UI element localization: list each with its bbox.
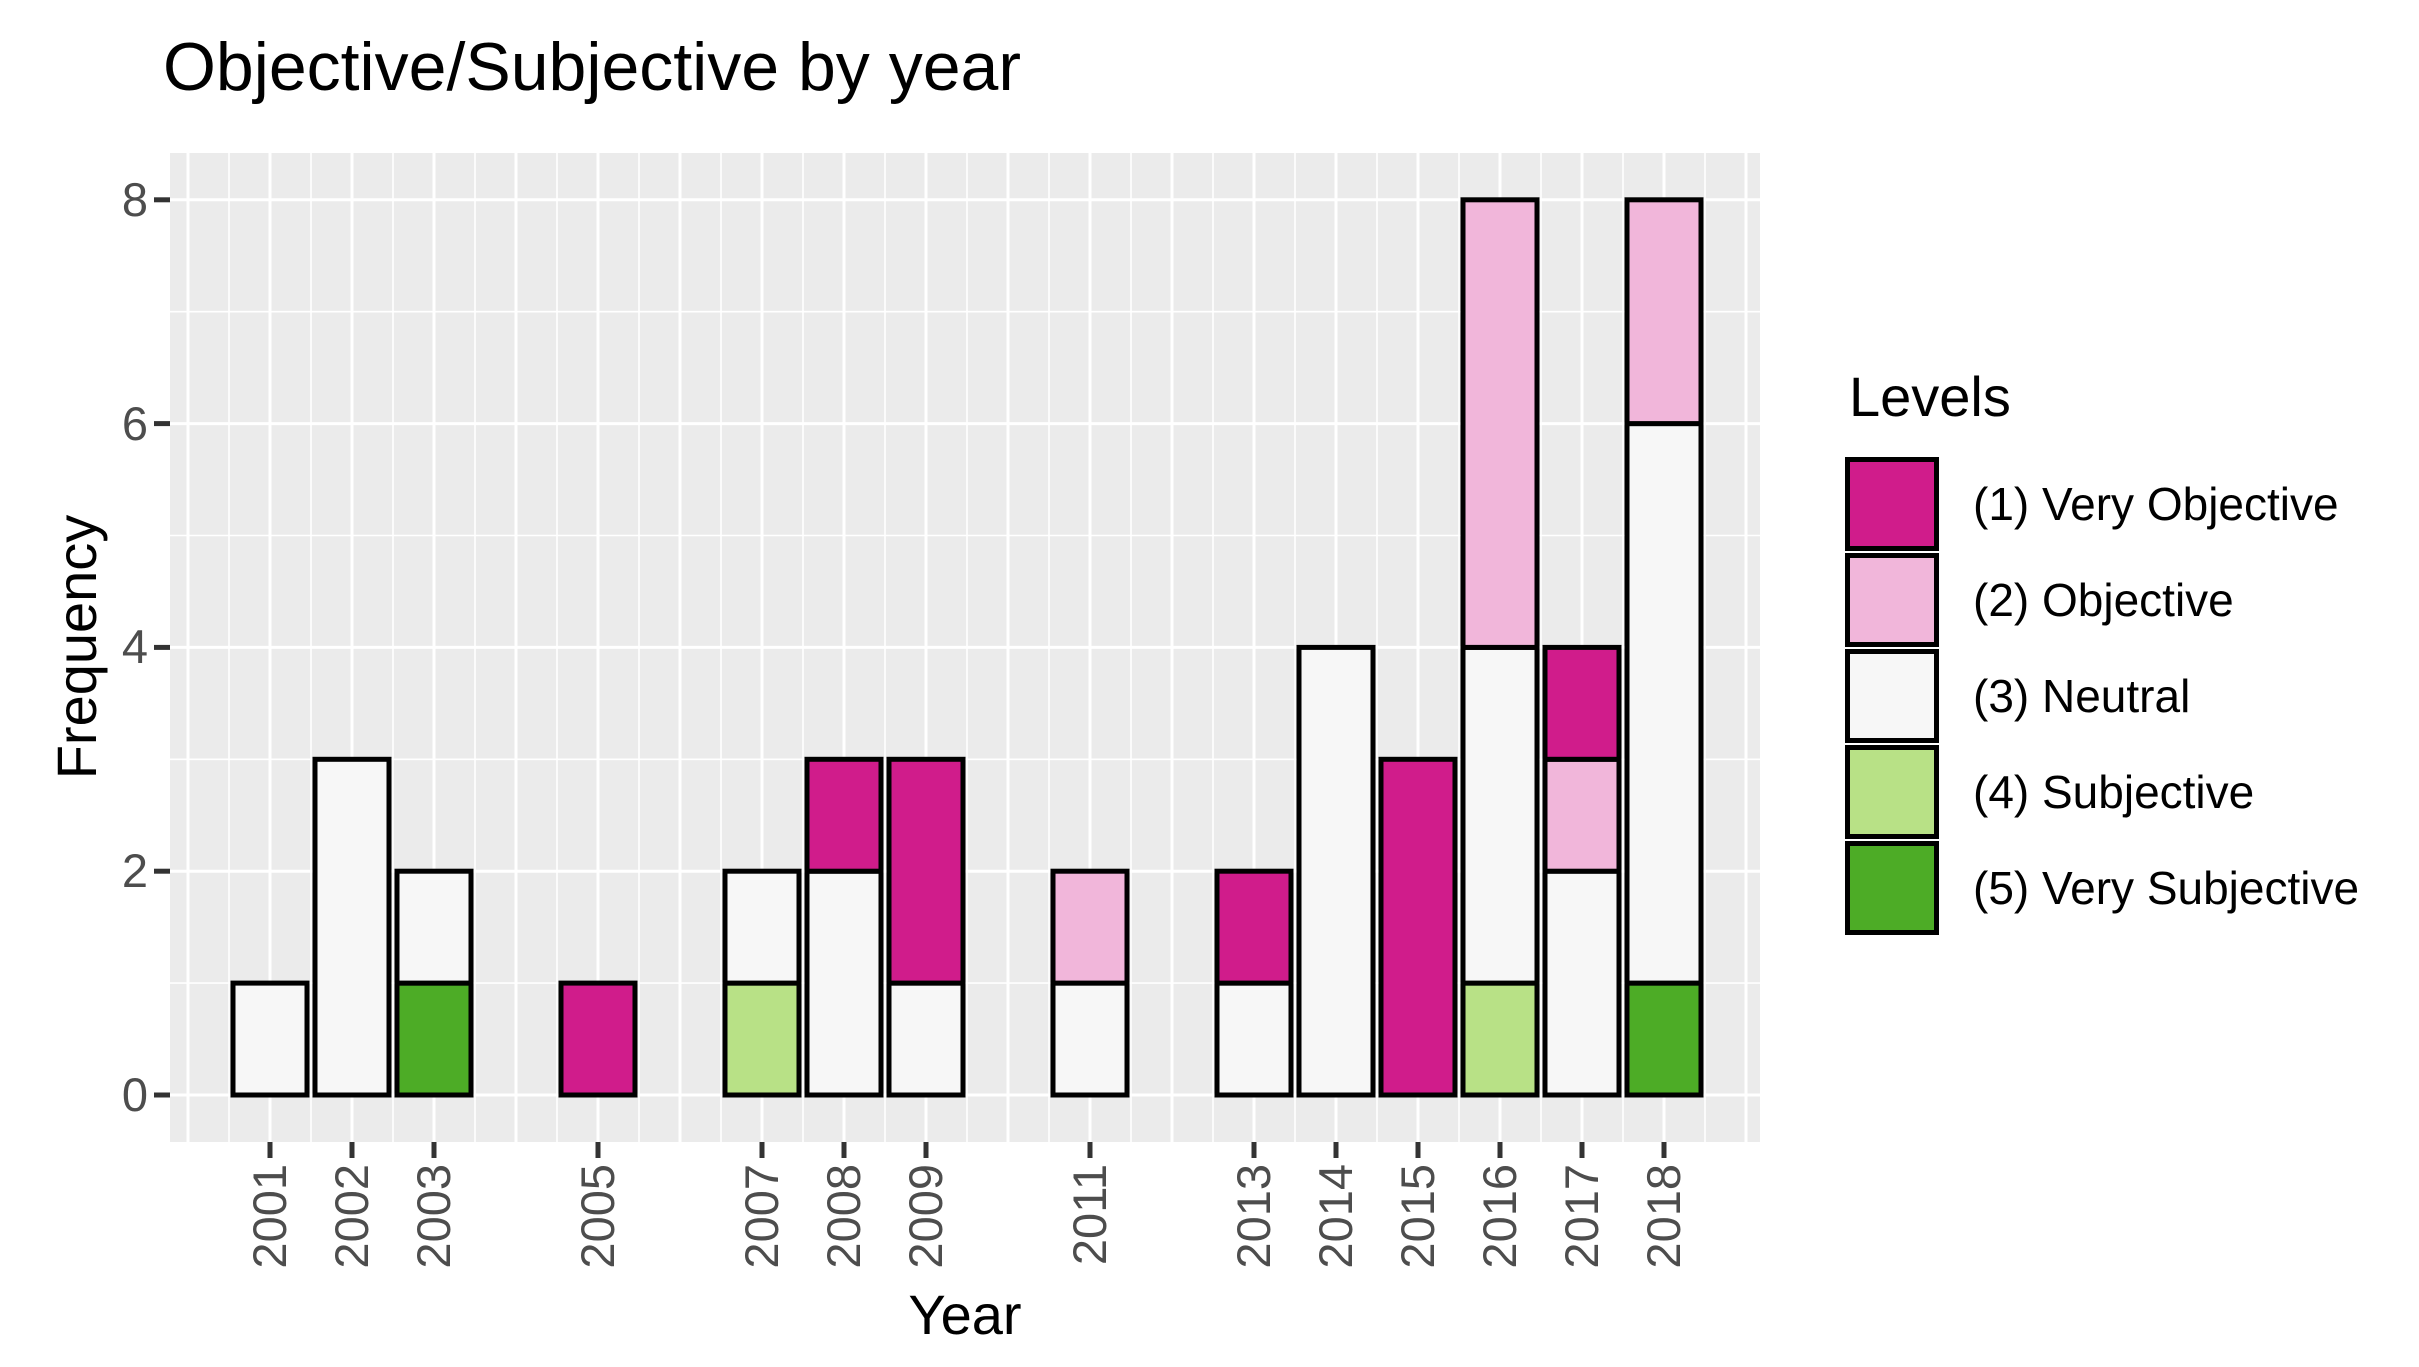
legend-swatch-very-objective — [1845, 457, 1939, 551]
bar-segment — [1542, 868, 1622, 1098]
bar-segment — [1542, 756, 1622, 874]
x-tick-label: 2018 — [1637, 1164, 1690, 1269]
legend-item: (3) Neutral — [1845, 649, 2415, 743]
y-tick-label: 8 — [121, 172, 148, 226]
x-tick-label: 2002 — [325, 1164, 378, 1269]
legend: Levels (1) Very Objective (2) Objective … — [1845, 364, 2415, 937]
legend-item: (2) Objective — [1845, 553, 2415, 647]
bar-segment — [230, 980, 310, 1098]
legend-item-label: (2) Objective — [1973, 574, 2234, 626]
bar-segment — [394, 980, 474, 1098]
legend-swatch-objective — [1845, 553, 1939, 647]
bar-segment — [1624, 421, 1704, 986]
bar-segment — [1460, 197, 1540, 650]
x-tick-label: 2009 — [899, 1164, 952, 1269]
x-tick-label: 2003 — [407, 1164, 460, 1269]
legend-item: (4) Subjective — [1845, 745, 2415, 839]
legend-item-label: (4) Subjective — [1973, 766, 2255, 818]
bar-segment — [804, 868, 884, 1098]
bar-segment — [558, 980, 638, 1098]
x-tick-label: 2014 — [1309, 1164, 1362, 1269]
x-tick-label: 2008 — [817, 1164, 870, 1269]
legend-item: (1) Very Objective — [1845, 457, 2415, 551]
legend-item: (5) Very Subjective — [1845, 841, 2415, 935]
bar-segment — [1624, 197, 1704, 427]
bar-segment — [1378, 756, 1458, 1098]
bar-segment — [1460, 980, 1540, 1098]
legend-title: Levels — [1849, 365, 2011, 428]
bar-segment — [886, 756, 966, 986]
x-tick-label: 2016 — [1473, 1164, 1526, 1269]
bar-segment — [722, 868, 802, 986]
legend-item-label: (1) Very Objective — [1973, 478, 2339, 530]
bar-segment — [1542, 644, 1622, 762]
legend-swatch-very-subjective — [1845, 841, 1939, 935]
x-tick-label: 2011 — [1063, 1164, 1116, 1266]
x-tick-label: 2013 — [1227, 1164, 1280, 1269]
y-tick-label: 4 — [121, 620, 148, 674]
bar-segment — [1460, 644, 1540, 986]
bar-segment — [1050, 980, 1130, 1098]
x-axis-title: Year — [908, 1283, 1022, 1346]
x-tick-label: 2015 — [1391, 1164, 1444, 1269]
legend-swatch-neutral — [1845, 649, 1939, 743]
x-tick-label: 2001 — [243, 1164, 296, 1269]
bar-segment — [394, 868, 474, 986]
bar-segment — [1214, 868, 1294, 986]
bar-segment — [804, 756, 884, 874]
bar-segment — [886, 980, 966, 1098]
bar-segment — [1296, 644, 1376, 1098]
bar-segment — [312, 756, 392, 1098]
legend-swatch-subjective — [1845, 745, 1939, 839]
x-tick-label: 2007 — [735, 1164, 788, 1269]
bar-segment — [722, 980, 802, 1098]
legend-item-label: (3) Neutral — [1973, 670, 2191, 722]
y-tick-label: 6 — [121, 396, 148, 450]
legend-item-label: (5) Very Subjective — [1973, 862, 2360, 914]
chart-title: Objective/Subjective by year — [163, 29, 1021, 105]
bar-segment — [1624, 980, 1704, 1098]
y-tick-label: 0 — [121, 1068, 148, 1121]
x-tick-label: 2005 — [571, 1164, 624, 1269]
x-tick-label: 2017 — [1555, 1164, 1608, 1269]
bar-segment — [1050, 868, 1130, 986]
y-tick-label: 2 — [121, 844, 148, 898]
bar-segment — [1214, 980, 1294, 1098]
